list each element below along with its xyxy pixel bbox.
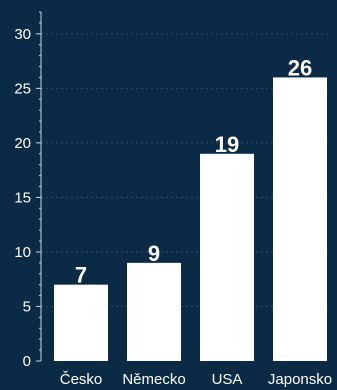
y-tick-label: 25 bbox=[14, 80, 31, 97]
data-label: 9 bbox=[148, 241, 160, 266]
y-tick-label: 20 bbox=[14, 135, 31, 152]
data-label: 7 bbox=[75, 263, 87, 288]
x-category-label: USA bbox=[212, 371, 243, 388]
y-axis: 0 5 10 15 20 25 30 bbox=[14, 11, 42, 370]
data-label: 26 bbox=[288, 55, 312, 80]
y-tick-label: 15 bbox=[14, 189, 31, 206]
data-labels: 7 9 19 26 bbox=[75, 55, 312, 287]
y-tick-label: 10 bbox=[14, 244, 31, 261]
bar bbox=[54, 284, 108, 361]
x-axis-category-labels: Česko Německo USA Japonsko bbox=[60, 371, 332, 388]
y-tick-label: 0 bbox=[23, 353, 31, 370]
x-category-label: Česko bbox=[60, 371, 103, 388]
bar bbox=[200, 153, 254, 361]
x-category-label: Japonsko bbox=[268, 371, 332, 388]
data-label: 19 bbox=[215, 132, 239, 157]
bar bbox=[127, 262, 181, 361]
y-tick-label: 5 bbox=[23, 298, 31, 315]
x-category-label: Německo bbox=[122, 371, 185, 388]
y-tick-label: 30 bbox=[14, 26, 31, 43]
bars bbox=[54, 77, 327, 361]
bar bbox=[273, 77, 327, 361]
